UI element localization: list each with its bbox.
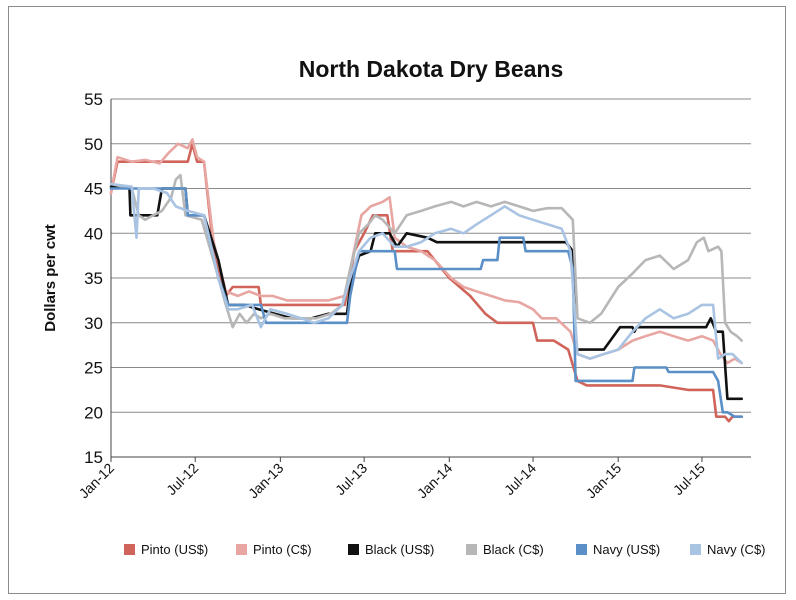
x-tick-label: Jan-13 xyxy=(245,460,287,502)
y-tick-label: 55 xyxy=(84,90,103,109)
legend-swatch xyxy=(466,544,477,555)
y-tick-label: 45 xyxy=(84,180,103,199)
chart-title: North Dakota Dry Beans xyxy=(299,56,564,82)
y-tick-label: 25 xyxy=(84,359,103,378)
x-tick-label: Jul-14 xyxy=(501,460,539,498)
y-tick-label: 15 xyxy=(84,448,103,467)
legend-label: Black (C$) xyxy=(483,542,544,557)
x-tick-label: Jan-15 xyxy=(583,460,625,502)
legend-swatch xyxy=(690,544,701,555)
legend-label: Navy (US$) xyxy=(593,542,660,557)
chart-canvas: North Dakota Dry Beans Dollars per cwt 15 2… xyxy=(42,56,766,557)
x-tick-label: Jul-12 xyxy=(163,460,201,498)
y-tick-label: 20 xyxy=(84,403,103,422)
x-tick-label: Jul-15 xyxy=(670,460,708,498)
legend-label: Navy (C$) xyxy=(707,542,766,557)
y-tick-label: 50 xyxy=(84,135,103,154)
y-tick-label: 40 xyxy=(84,224,103,243)
legend-swatch xyxy=(576,544,587,555)
x-tick-label: Jul-13 xyxy=(332,460,370,498)
y-axis-title: Dollars per cwt xyxy=(42,224,59,332)
series-line-3 xyxy=(109,173,743,342)
legend-swatch xyxy=(348,544,359,555)
x-tick-label: Jan-14 xyxy=(414,460,456,502)
y-tick-label: 35 xyxy=(84,269,103,288)
legend-swatch xyxy=(236,544,247,555)
chart-frame: North Dakota Dry Beans Dollars per cwt 15 2… xyxy=(8,6,786,594)
legend-label: Pinto (US$) xyxy=(141,542,208,557)
series-line-0 xyxy=(109,142,743,423)
y-tick-label: 30 xyxy=(84,314,103,333)
legend-label: Black (US$) xyxy=(365,542,434,557)
series-line-5 xyxy=(109,182,743,365)
legend-label: Pinto (C$) xyxy=(253,542,312,557)
legend-swatch xyxy=(124,544,135,555)
